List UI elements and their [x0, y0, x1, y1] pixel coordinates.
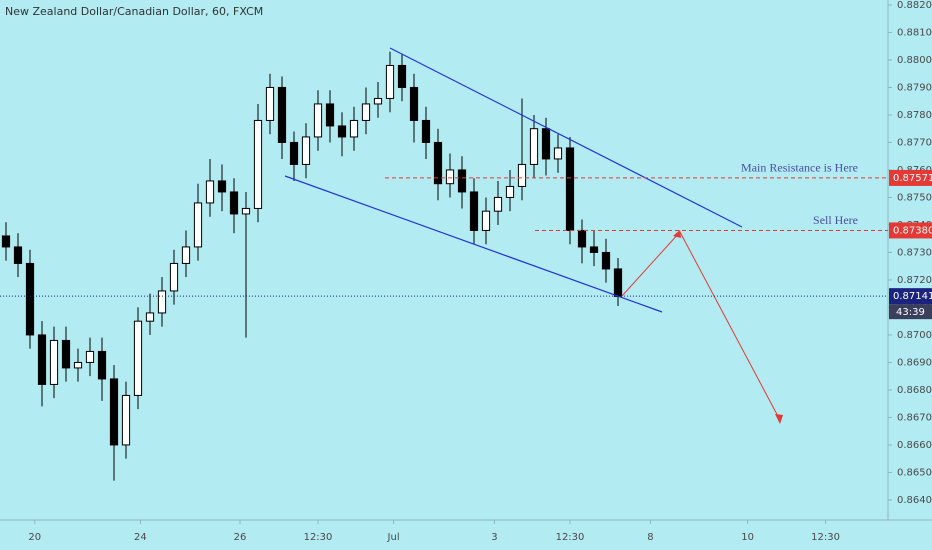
x-tick-label: 12:30 — [811, 532, 840, 543]
candle-body — [301, 136, 311, 165]
countdown-box — [889, 304, 932, 320]
countdown-label: 43:39 — [896, 307, 925, 318]
candle-body — [553, 147, 563, 160]
x-tick-label: Jul — [387, 532, 400, 543]
x-tick-label: 12:30 — [304, 532, 333, 543]
x-tick-label: 8 — [647, 532, 653, 543]
candle-body — [433, 141, 443, 185]
candle-body — [181, 246, 191, 264]
candle-body — [385, 64, 395, 99]
candle-body — [361, 103, 371, 121]
x-tick-label: 3 — [491, 532, 497, 543]
price-box — [889, 222, 932, 239]
candle-body — [13, 246, 23, 264]
candle-body — [505, 185, 515, 198]
candle-body — [373, 97, 383, 105]
channel-upper — [389, 47, 743, 228]
arrow-turn — [673, 230, 681, 238]
candle-body — [61, 339, 71, 369]
price-box — [889, 169, 932, 186]
candle-body — [229, 191, 239, 215]
candle-body — [205, 180, 215, 204]
candle-body — [517, 163, 527, 187]
candle-body — [193, 202, 203, 248]
candle-body — [217, 180, 227, 193]
candle-body — [325, 103, 335, 127]
candle-body — [145, 312, 155, 322]
chart-title: New Zealand Dollar/Canadian Dollar, 60, … — [5, 5, 263, 18]
candle-body — [601, 251, 611, 270]
candle-body — [73, 361, 83, 369]
channel-lower — [284, 175, 663, 313]
candle-body — [97, 350, 107, 380]
candle-body — [337, 125, 347, 138]
candle-body — [541, 128, 551, 160]
level-text: Sell Here — [813, 213, 858, 227]
candle-body — [613, 268, 623, 297]
candle-body — [577, 229, 587, 248]
x-tick-label: 24 — [134, 532, 147, 543]
candle-body — [85, 350, 95, 363]
price-label: 0.87571 — [893, 173, 932, 184]
x-tick-label: 12:30 — [556, 532, 585, 543]
x-tick-label: 26 — [234, 532, 247, 543]
candle-body — [253, 119, 263, 209]
arrow-head — [775, 414, 783, 424]
candle-body — [1, 235, 11, 248]
price-label: 0.87141 — [893, 291, 932, 302]
x-tick-label: 20 — [28, 532, 41, 543]
candle-body — [457, 169, 467, 193]
candle-body — [481, 210, 491, 231]
candle-body — [589, 246, 599, 253]
candle-body — [397, 64, 407, 88]
candle-body — [445, 169, 455, 185]
candle-body — [409, 86, 419, 121]
candle-body — [349, 119, 359, 138]
level-text: Main Resistance is Here — [741, 161, 858, 175]
y-tick-label: 0.88200 — [897, 0, 932, 11]
candle-body — [121, 394, 131, 446]
price-label: 0.87380 — [893, 225, 932, 236]
candle-body — [421, 119, 431, 143]
candle-body — [241, 207, 251, 215]
price-box — [889, 288, 932, 305]
plot-area — [1, 51, 623, 481]
candle-body — [289, 141, 299, 165]
candle-body — [493, 196, 503, 212]
candle-body — [133, 320, 143, 396]
candle-body — [169, 262, 179, 292]
candle-body — [529, 128, 539, 165]
candle-body — [49, 339, 59, 385]
candle-body — [37, 334, 47, 385]
candle-body — [157, 290, 167, 314]
x-tick-label: 10 — [741, 532, 754, 543]
candle-body — [277, 86, 287, 143]
candle-body — [265, 86, 275, 121]
candle-body — [469, 191, 479, 231]
candle-body — [109, 378, 119, 446]
candle-body — [25, 262, 35, 336]
candle-body — [313, 103, 323, 138]
candle-body — [565, 147, 575, 231]
